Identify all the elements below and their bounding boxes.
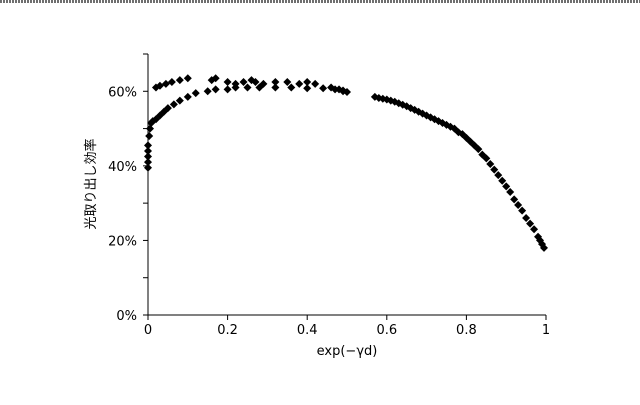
data-point (271, 78, 279, 86)
data-point (168, 78, 176, 86)
data-point (204, 87, 212, 95)
top-border-rule (0, 0, 640, 3)
y-tick-label: 0% (116, 309, 137, 324)
y-axis-ticks: 0% 20% 40% 60% (108, 54, 148, 324)
data-point (295, 80, 303, 88)
x-axis-ticks: 0 0.2 0.4 0.6 0.8 1 (144, 315, 550, 338)
data-point (212, 85, 220, 93)
data-point (184, 74, 192, 82)
x-tick-label: 0.6 (376, 323, 397, 338)
x-tick-label: 1 (542, 323, 550, 338)
y-tick-label: 20% (108, 234, 137, 249)
data-point (170, 100, 178, 108)
data-point (184, 93, 192, 101)
x-axis-title: exp(−γd) (317, 344, 378, 359)
x-tick-label: 0 (144, 323, 152, 338)
y-axis-title: 光取り出し効率 (83, 138, 99, 229)
data-point (303, 78, 311, 86)
data-point (319, 84, 327, 92)
data-point (176, 76, 184, 84)
data-point (144, 141, 152, 149)
x-tick-label: 0.8 (456, 323, 477, 338)
y-tick-label: 40% (108, 160, 137, 175)
data-point (162, 80, 170, 88)
data-point (311, 80, 319, 88)
data-points (144, 74, 548, 252)
data-point (224, 78, 232, 86)
x-tick-label: 0.2 (217, 323, 238, 338)
data-point (224, 85, 232, 93)
y-tick-label: 60% (108, 85, 137, 100)
data-point (192, 89, 200, 97)
data-point (176, 97, 184, 105)
x-tick-label: 0.4 (297, 323, 318, 338)
data-point (145, 132, 153, 140)
